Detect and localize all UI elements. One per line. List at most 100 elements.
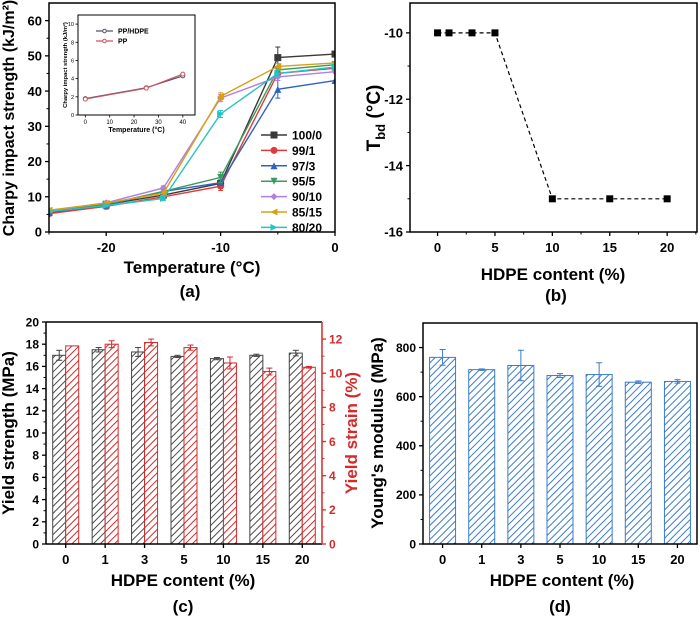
panel-d-modulus: 0 200 400 600 800 0 1 3 5 10 15 20 HDPE content (%)… (368, 322, 698, 616)
legend-label: 80/20 (292, 221, 322, 235)
inset-xtick-label: 20 (131, 120, 138, 126)
inset-legend-item: PP (96, 39, 128, 46)
panel-a-plot-area (49, 46, 335, 218)
panel-c-right-ytick-label: 0 (329, 537, 336, 551)
bar-yield-strain (104, 343, 119, 545)
panel-c-right-ytick-label: 4 (329, 469, 336, 483)
inset-ylabel: Charpy impact strength (kJ/m²) (62, 22, 69, 108)
data-point-tbd (606, 195, 614, 203)
bar-yield-strength (170, 355, 185, 545)
panel-c-xtick-label: 3 (141, 552, 148, 567)
inset-xtick-label: 30 (155, 120, 162, 126)
legend-item: 80/20 (261, 221, 322, 235)
data-point-97-3 (331, 77, 335, 85)
bar-yield-strength (288, 352, 303, 545)
legend-label: 97/3 (292, 159, 316, 173)
panel-d-ytick-label: 600 (396, 390, 416, 404)
series-line-tbd (437, 32, 668, 200)
inset-data-point (143, 85, 149, 91)
panel-d-xtick-label: 3 (517, 552, 524, 567)
data-point-95-5 (217, 173, 225, 181)
panel-b-ytick-label: -14 (384, 158, 404, 173)
panel-c-ytick-label: 4 (32, 493, 39, 507)
panel-c-ytick-label: 14 (26, 382, 40, 396)
panel-d-xtick-label: 10 (592, 552, 606, 567)
panel-c-right-ytick-label: 6 (329, 435, 336, 449)
panel-c-xtick-label: 10 (216, 552, 230, 567)
bar-youngs-modulus (585, 374, 613, 545)
legend-marker (270, 223, 278, 231)
panel-a-ytick-label: 0 (35, 225, 42, 240)
bar-youngs-modulus (507, 364, 535, 545)
inset-legend-label: PP (118, 39, 128, 46)
data-point-85-15 (217, 92, 225, 100)
panel-b-ylabel-main: T (364, 139, 385, 151)
inset-ytick-label: 8 (71, 40, 74, 46)
legend-marker (270, 177, 278, 185)
data-point-tbd (468, 29, 476, 37)
data-point-80-20 (102, 202, 110, 210)
data-point-80-20 (274, 69, 282, 77)
panel-d-xtick-label: 1 (478, 552, 485, 567)
data-point-tbd (491, 29, 499, 37)
panel-c-xtick-label: 5 (180, 552, 187, 567)
legend-marker (270, 208, 278, 216)
inset-legend-marker (102, 38, 107, 44)
inset-ytick-label: 4 (71, 77, 74, 83)
bar-yield-strength (209, 358, 224, 545)
bar-yield-strain (144, 341, 159, 545)
panel-a-ytick-label: 30 (28, 119, 42, 134)
bar-youngs-modulus (546, 375, 574, 545)
panel-b-label: (b) (545, 286, 567, 305)
legend-label: 100/0 (292, 129, 322, 143)
panel-b-xtick-label: 20 (660, 240, 674, 255)
panel-d-label: (d) (549, 597, 571, 616)
panel-a-ytick-label: 60 (28, 13, 42, 28)
legend-item: 99/1 (261, 144, 316, 158)
data-point-97-3 (274, 85, 282, 93)
panel-c-bars (52, 338, 316, 545)
panel-a-series (49, 46, 335, 218)
panel-c-ytick-label: 18 (26, 338, 40, 352)
bar-youngs-modulus (624, 381, 652, 545)
series-line-85-15 (49, 62, 335, 211)
panel-c-ytick-label: 2 (32, 515, 39, 529)
panel-a-ytick-label: 10 (28, 189, 42, 204)
panel-b-ytick-label: -10 (384, 26, 403, 41)
panel-d-ytick-label: 0 (409, 537, 416, 551)
panel-b-xtick-label: 15 (603, 240, 617, 255)
panel-d-ytick-label: 800 (396, 341, 416, 355)
panel-a-xlabel: Temperature (°C) (124, 258, 261, 277)
panel-a-frame (48, 2, 336, 233)
legend-label: 85/15 (292, 206, 322, 220)
panel-b-frame (409, 2, 698, 233)
panel-c-xtick-label: 1 (102, 552, 109, 567)
inset-data-point (82, 96, 88, 102)
panel-b-ylabel-unit: (°C) (364, 85, 385, 124)
legend-label: 95/5 (292, 175, 316, 189)
data-point-85-15 (331, 61, 335, 65)
panel-b-xtick-label: 0 (434, 240, 441, 255)
panel-c-ylabel-right: Yield strain (%) (342, 372, 361, 494)
legend-marker (270, 162, 278, 170)
panel-a-label: (a) (180, 282, 201, 301)
panel-a-ytick-label: 50 (28, 49, 42, 64)
panel-c-ytick-label: 12 (26, 404, 40, 418)
panel-d-axes: 0 200 400 600 800 0 1 3 5 10 15 20 (396, 322, 698, 567)
panel-c-axes: 0 2 4 6 8 10 12 14 16 18 20 0 2 4 6 8 10 12 0 1 3 5 10 15 20 (26, 315, 343, 567)
data-point-85-15 (274, 62, 282, 70)
legend-marker (270, 146, 278, 154)
panel-d-xtick-label: 0 (439, 552, 446, 567)
panel-b-xtick-label: 10 (545, 240, 559, 255)
legend-item: 100/0 (261, 129, 322, 143)
inset-legend-item: PP/HDPE (96, 29, 149, 36)
bar-yield-strain (65, 345, 80, 545)
legend-item: 90/10 (261, 190, 322, 204)
legend-marker (270, 131, 278, 139)
panel-d-xtick-label: 5 (556, 552, 563, 567)
legend-marker (270, 193, 278, 201)
panel-c-yield: 0 2 4 6 8 10 12 14 16 18 20 0 2 4 6 8 10 12 0 1 3 5 10 15 20 HDP… (0, 315, 361, 616)
